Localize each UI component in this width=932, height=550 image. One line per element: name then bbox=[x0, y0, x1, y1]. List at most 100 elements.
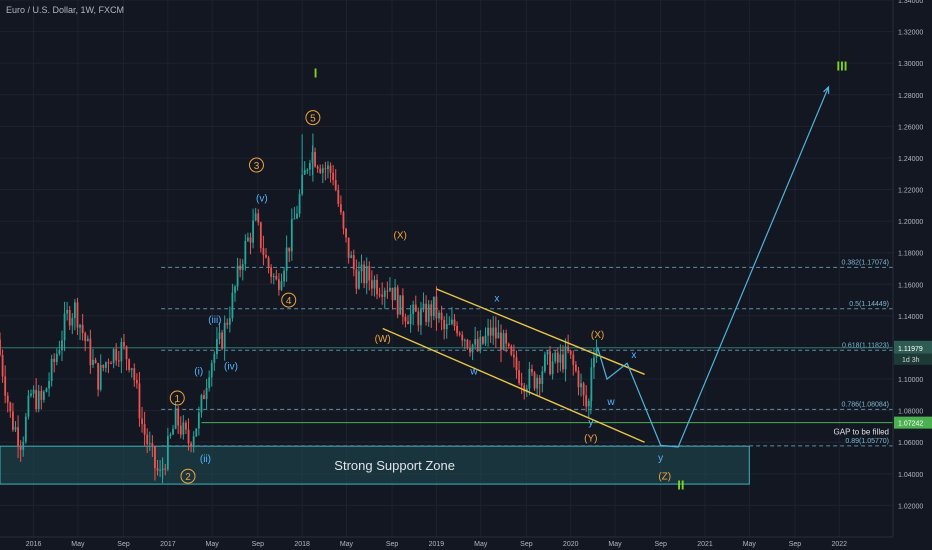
candle-body bbox=[569, 350, 572, 355]
wave-label: (X) bbox=[591, 330, 604, 341]
candle-body bbox=[347, 237, 350, 258]
x-tick-label: May bbox=[743, 541, 757, 548]
candle-body bbox=[401, 295, 404, 317]
candle-body bbox=[303, 170, 306, 175]
y-tick-label: 1.20000 bbox=[898, 219, 923, 226]
candle-body bbox=[469, 347, 471, 353]
gap-price-badge bbox=[894, 416, 932, 429]
candle-body bbox=[314, 152, 316, 167]
candle-body bbox=[125, 346, 128, 360]
candle-body bbox=[358, 271, 360, 289]
candle-body bbox=[378, 294, 381, 296]
candle-body bbox=[190, 443, 193, 447]
wave-circle bbox=[180, 468, 196, 484]
candle-body bbox=[559, 354, 562, 363]
candle-body bbox=[562, 354, 564, 370]
candle-body bbox=[510, 346, 513, 355]
candle-body bbox=[164, 468, 167, 470]
candle-body bbox=[244, 240, 247, 265]
candle-body bbox=[76, 302, 79, 328]
candle-body bbox=[146, 434, 149, 445]
candle-body bbox=[595, 349, 598, 358]
y-tick-label: 1.02000 bbox=[898, 503, 923, 510]
candle-body bbox=[123, 342, 125, 347]
wave-label: II bbox=[677, 478, 684, 493]
candle-body bbox=[110, 363, 112, 365]
candle-body bbox=[432, 296, 435, 317]
wave-labels-layer: 1 2 3 4 5 I (i) (ii) (iii) (iv) (v) (X) (W) x w (X) x w y (… bbox=[169, 58, 847, 493]
wave-label: (v) bbox=[256, 193, 268, 204]
wave-label: (ii) bbox=[200, 454, 211, 465]
y-tick-label: 1.08000 bbox=[898, 409, 923, 416]
candle-body bbox=[154, 446, 156, 469]
candle-body bbox=[115, 349, 118, 361]
candle-body bbox=[166, 436, 169, 470]
candle-body bbox=[549, 351, 551, 375]
candle-body bbox=[531, 368, 533, 373]
candle-body bbox=[135, 379, 138, 384]
candle-body bbox=[133, 368, 136, 380]
candle-body bbox=[86, 338, 89, 342]
candle-body bbox=[587, 400, 590, 407]
candle-body bbox=[27, 395, 30, 417]
support-zone-layer: Strong Support Zone bbox=[0, 445, 750, 485]
candle-body bbox=[337, 189, 340, 205]
candle-body bbox=[538, 377, 541, 385]
support-zone-label: Strong Support Zone bbox=[334, 458, 455, 473]
candle-body bbox=[71, 318, 74, 326]
candle-body bbox=[523, 385, 526, 392]
candle-body bbox=[507, 343, 510, 347]
candle-body bbox=[515, 357, 518, 371]
wave-label: (X) bbox=[393, 231, 406, 242]
candle-body bbox=[466, 339, 469, 348]
candle-body bbox=[55, 353, 58, 362]
candle-body bbox=[394, 287, 397, 301]
candle-body bbox=[554, 352, 557, 362]
candle-body bbox=[461, 334, 464, 341]
candle-body bbox=[117, 360, 120, 362]
x-tick-label: Sep bbox=[520, 541, 533, 548]
candle-body bbox=[285, 247, 288, 271]
candle-body bbox=[89, 338, 92, 366]
candle-body bbox=[324, 168, 327, 170]
candle-body bbox=[159, 469, 162, 471]
x-tick-label: May bbox=[71, 541, 85, 548]
candle-body bbox=[182, 422, 185, 435]
current-price-label: 1.11979 bbox=[898, 346, 923, 353]
candle-body bbox=[280, 281, 283, 290]
candle-body bbox=[97, 363, 100, 390]
candle-body bbox=[138, 383, 141, 419]
candle-body bbox=[192, 436, 195, 447]
candle-body bbox=[543, 354, 546, 372]
candle-body bbox=[373, 279, 376, 289]
candle-body bbox=[518, 370, 520, 384]
candle-body bbox=[218, 332, 221, 340]
y-tick-label: 1.14000 bbox=[898, 314, 923, 321]
candle-body bbox=[234, 286, 236, 293]
candle-body bbox=[130, 368, 133, 371]
candle-body bbox=[497, 332, 500, 339]
candle-body bbox=[120, 342, 123, 362]
candle-body bbox=[169, 434, 172, 437]
x-tick-label: Sep bbox=[654, 541, 667, 548]
candle-body bbox=[345, 228, 347, 238]
candle-body bbox=[61, 340, 63, 351]
candle-body bbox=[257, 213, 260, 223]
candle-body bbox=[265, 254, 267, 258]
candle-body bbox=[448, 323, 451, 325]
candle-body bbox=[512, 354, 515, 358]
candle-body bbox=[185, 422, 187, 430]
candle-body bbox=[228, 318, 231, 325]
y-tick-label: 1.04000 bbox=[898, 472, 923, 479]
candle-body bbox=[500, 332, 502, 350]
candle-body bbox=[81, 324, 84, 334]
candle-body bbox=[156, 468, 159, 471]
candle-body bbox=[151, 443, 154, 447]
candle-body bbox=[541, 371, 544, 385]
channel-upper-line bbox=[436, 288, 645, 375]
candle-body bbox=[223, 322, 226, 349]
candle-body bbox=[102, 365, 105, 368]
candle-body bbox=[231, 292, 234, 319]
candle-body bbox=[213, 354, 216, 363]
